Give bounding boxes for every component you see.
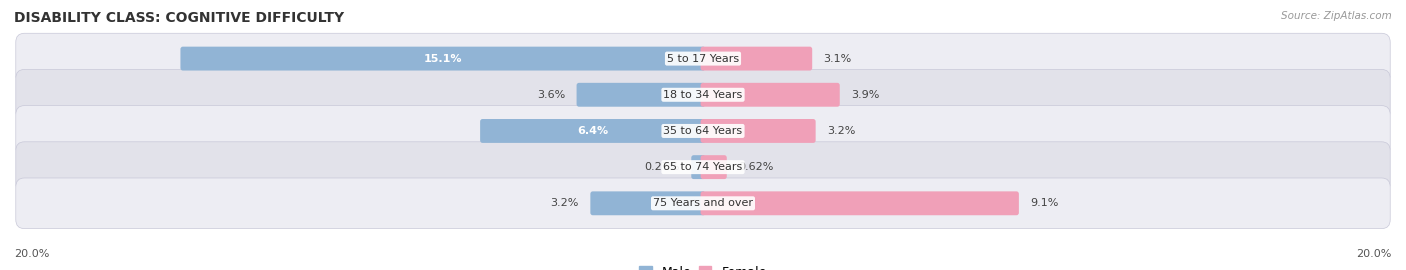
FancyBboxPatch shape [692, 155, 706, 179]
Legend: Male, Female: Male, Female [634, 261, 772, 270]
Text: 35 to 64 Years: 35 to 64 Years [664, 126, 742, 136]
FancyBboxPatch shape [15, 33, 1391, 84]
Text: 3.2%: 3.2% [551, 198, 579, 208]
FancyBboxPatch shape [15, 106, 1391, 156]
FancyBboxPatch shape [180, 47, 706, 70]
Text: 18 to 34 Years: 18 to 34 Years [664, 90, 742, 100]
FancyBboxPatch shape [700, 83, 839, 107]
Text: 3.2%: 3.2% [827, 126, 855, 136]
Text: Source: ZipAtlas.com: Source: ZipAtlas.com [1281, 11, 1392, 21]
FancyBboxPatch shape [15, 142, 1391, 193]
FancyBboxPatch shape [591, 191, 706, 215]
FancyBboxPatch shape [700, 191, 1019, 215]
Text: 3.1%: 3.1% [824, 53, 852, 64]
Text: 3.9%: 3.9% [851, 90, 880, 100]
FancyBboxPatch shape [700, 47, 813, 70]
Text: 0.27%: 0.27% [644, 162, 681, 172]
FancyBboxPatch shape [700, 119, 815, 143]
Text: 65 to 74 Years: 65 to 74 Years [664, 162, 742, 172]
Text: 20.0%: 20.0% [1357, 249, 1392, 259]
Text: DISABILITY CLASS: COGNITIVE DIFFICULTY: DISABILITY CLASS: COGNITIVE DIFFICULTY [14, 11, 344, 25]
FancyBboxPatch shape [700, 155, 727, 179]
Text: 5 to 17 Years: 5 to 17 Years [666, 53, 740, 64]
Text: 6.4%: 6.4% [578, 126, 609, 136]
FancyBboxPatch shape [576, 83, 706, 107]
FancyBboxPatch shape [15, 69, 1391, 120]
Text: 20.0%: 20.0% [14, 249, 49, 259]
FancyBboxPatch shape [479, 119, 706, 143]
Text: 15.1%: 15.1% [423, 53, 463, 64]
Text: 9.1%: 9.1% [1031, 198, 1059, 208]
Text: 3.6%: 3.6% [537, 90, 565, 100]
Text: 0.62%: 0.62% [738, 162, 773, 172]
FancyBboxPatch shape [15, 178, 1391, 229]
Text: 75 Years and over: 75 Years and over [652, 198, 754, 208]
